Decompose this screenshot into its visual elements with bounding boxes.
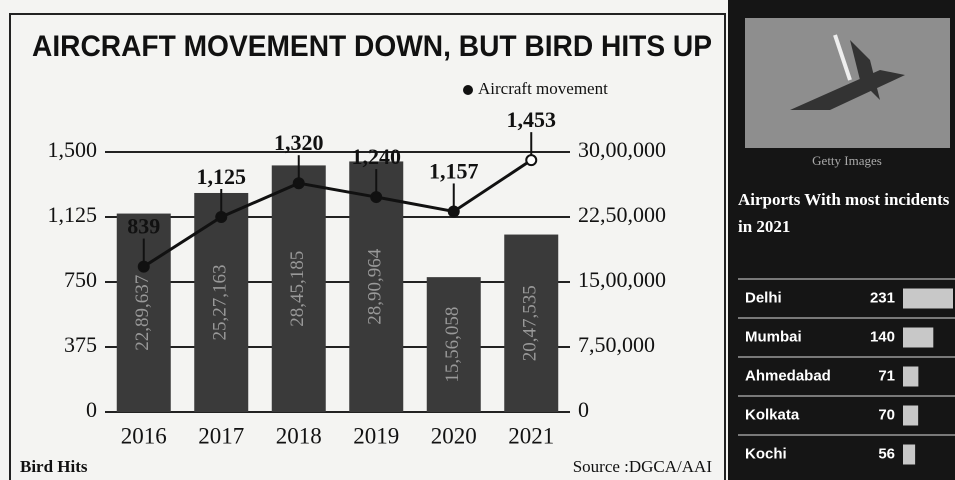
- x-tick-label: 2016: [121, 423, 167, 448]
- point: [525, 154, 538, 167]
- photo-credit: Getty Images: [812, 153, 882, 168]
- source: Source :DGCA/AAI: [573, 457, 713, 476]
- row-label: Kochi: [745, 445, 787, 462]
- point-label: 1,320: [274, 130, 324, 155]
- x-tick-label: 2019: [353, 423, 399, 448]
- panel-title: Airports With most incidents in 2021: [738, 190, 950, 236]
- row-label: Mumbai: [745, 328, 802, 345]
- point: [370, 191, 383, 204]
- bar: [426, 277, 481, 412]
- y2-tick-label: 7,50,000: [578, 332, 655, 357]
- legend-marker: [463, 85, 473, 95]
- y-tick-label: 0: [86, 397, 97, 422]
- row-value: 70: [878, 406, 895, 423]
- bar-value-label: 22,89,637: [132, 275, 153, 351]
- line: [142, 158, 533, 268]
- row-label: Kolkata: [745, 406, 800, 423]
- y-axis-label: Bird Hits: [20, 457, 88, 476]
- x-tick-label: 2018: [276, 423, 322, 448]
- bar: [903, 444, 916, 465]
- row-value: 56: [878, 445, 895, 462]
- y2-tick-label: 15,00,000: [578, 267, 666, 292]
- point-label: 839: [127, 214, 160, 239]
- point: [137, 260, 150, 273]
- y-tick-label: 375: [64, 332, 97, 357]
- chart-title: AIRCRAFT MOVEMENT DOWN, BUT BIRD HITS UP: [32, 30, 712, 63]
- photo: [745, 18, 950, 148]
- bar-value-label: 15,56,058: [442, 307, 463, 383]
- bar: [271, 165, 326, 412]
- point-label: 1,240: [352, 144, 402, 169]
- bar: [903, 405, 919, 426]
- bar-value-label: 25,27,163: [210, 264, 231, 340]
- y-tick-label: 750: [64, 267, 97, 292]
- row-value: 140: [870, 328, 895, 345]
- point-label: 1,157: [429, 159, 479, 184]
- row-value: 71: [878, 367, 895, 384]
- y2-tick-label: 30,00,000: [578, 137, 666, 162]
- point: [215, 211, 228, 223]
- y2-tick-label: 22,50,000: [578, 202, 666, 227]
- x-tick-label: 2017: [198, 423, 244, 448]
- row-value: 231: [870, 289, 895, 306]
- frame: [9, 13, 726, 480]
- row-label: Ahmedabad: [745, 367, 831, 384]
- bar: [349, 161, 404, 412]
- bar: [903, 327, 934, 348]
- bird: [833, 34, 852, 81]
- y-tick-label: 1,500: [48, 137, 98, 162]
- y-tick-label: 1,125: [48, 202, 98, 227]
- legend-label: Aircraft movement: [478, 79, 608, 98]
- point: [447, 205, 460, 218]
- x-tick-label: 2021: [508, 423, 554, 448]
- bar: [903, 288, 953, 309]
- bar-value-label: 28,90,964: [365, 248, 386, 325]
- point-label: 1,125: [197, 164, 247, 189]
- plane: [790, 40, 905, 110]
- bar-value-label: 20,47,535: [520, 285, 541, 361]
- x-tick-label: 2020: [431, 423, 477, 448]
- point: [292, 177, 305, 190]
- y2-tick-label: 0: [578, 397, 589, 422]
- bar: [504, 234, 559, 412]
- point-label: 1,453: [507, 107, 557, 132]
- bar-value-label: 28,45,185: [287, 251, 308, 327]
- row-label: Delhi: [745, 289, 782, 306]
- bar: [903, 366, 919, 387]
